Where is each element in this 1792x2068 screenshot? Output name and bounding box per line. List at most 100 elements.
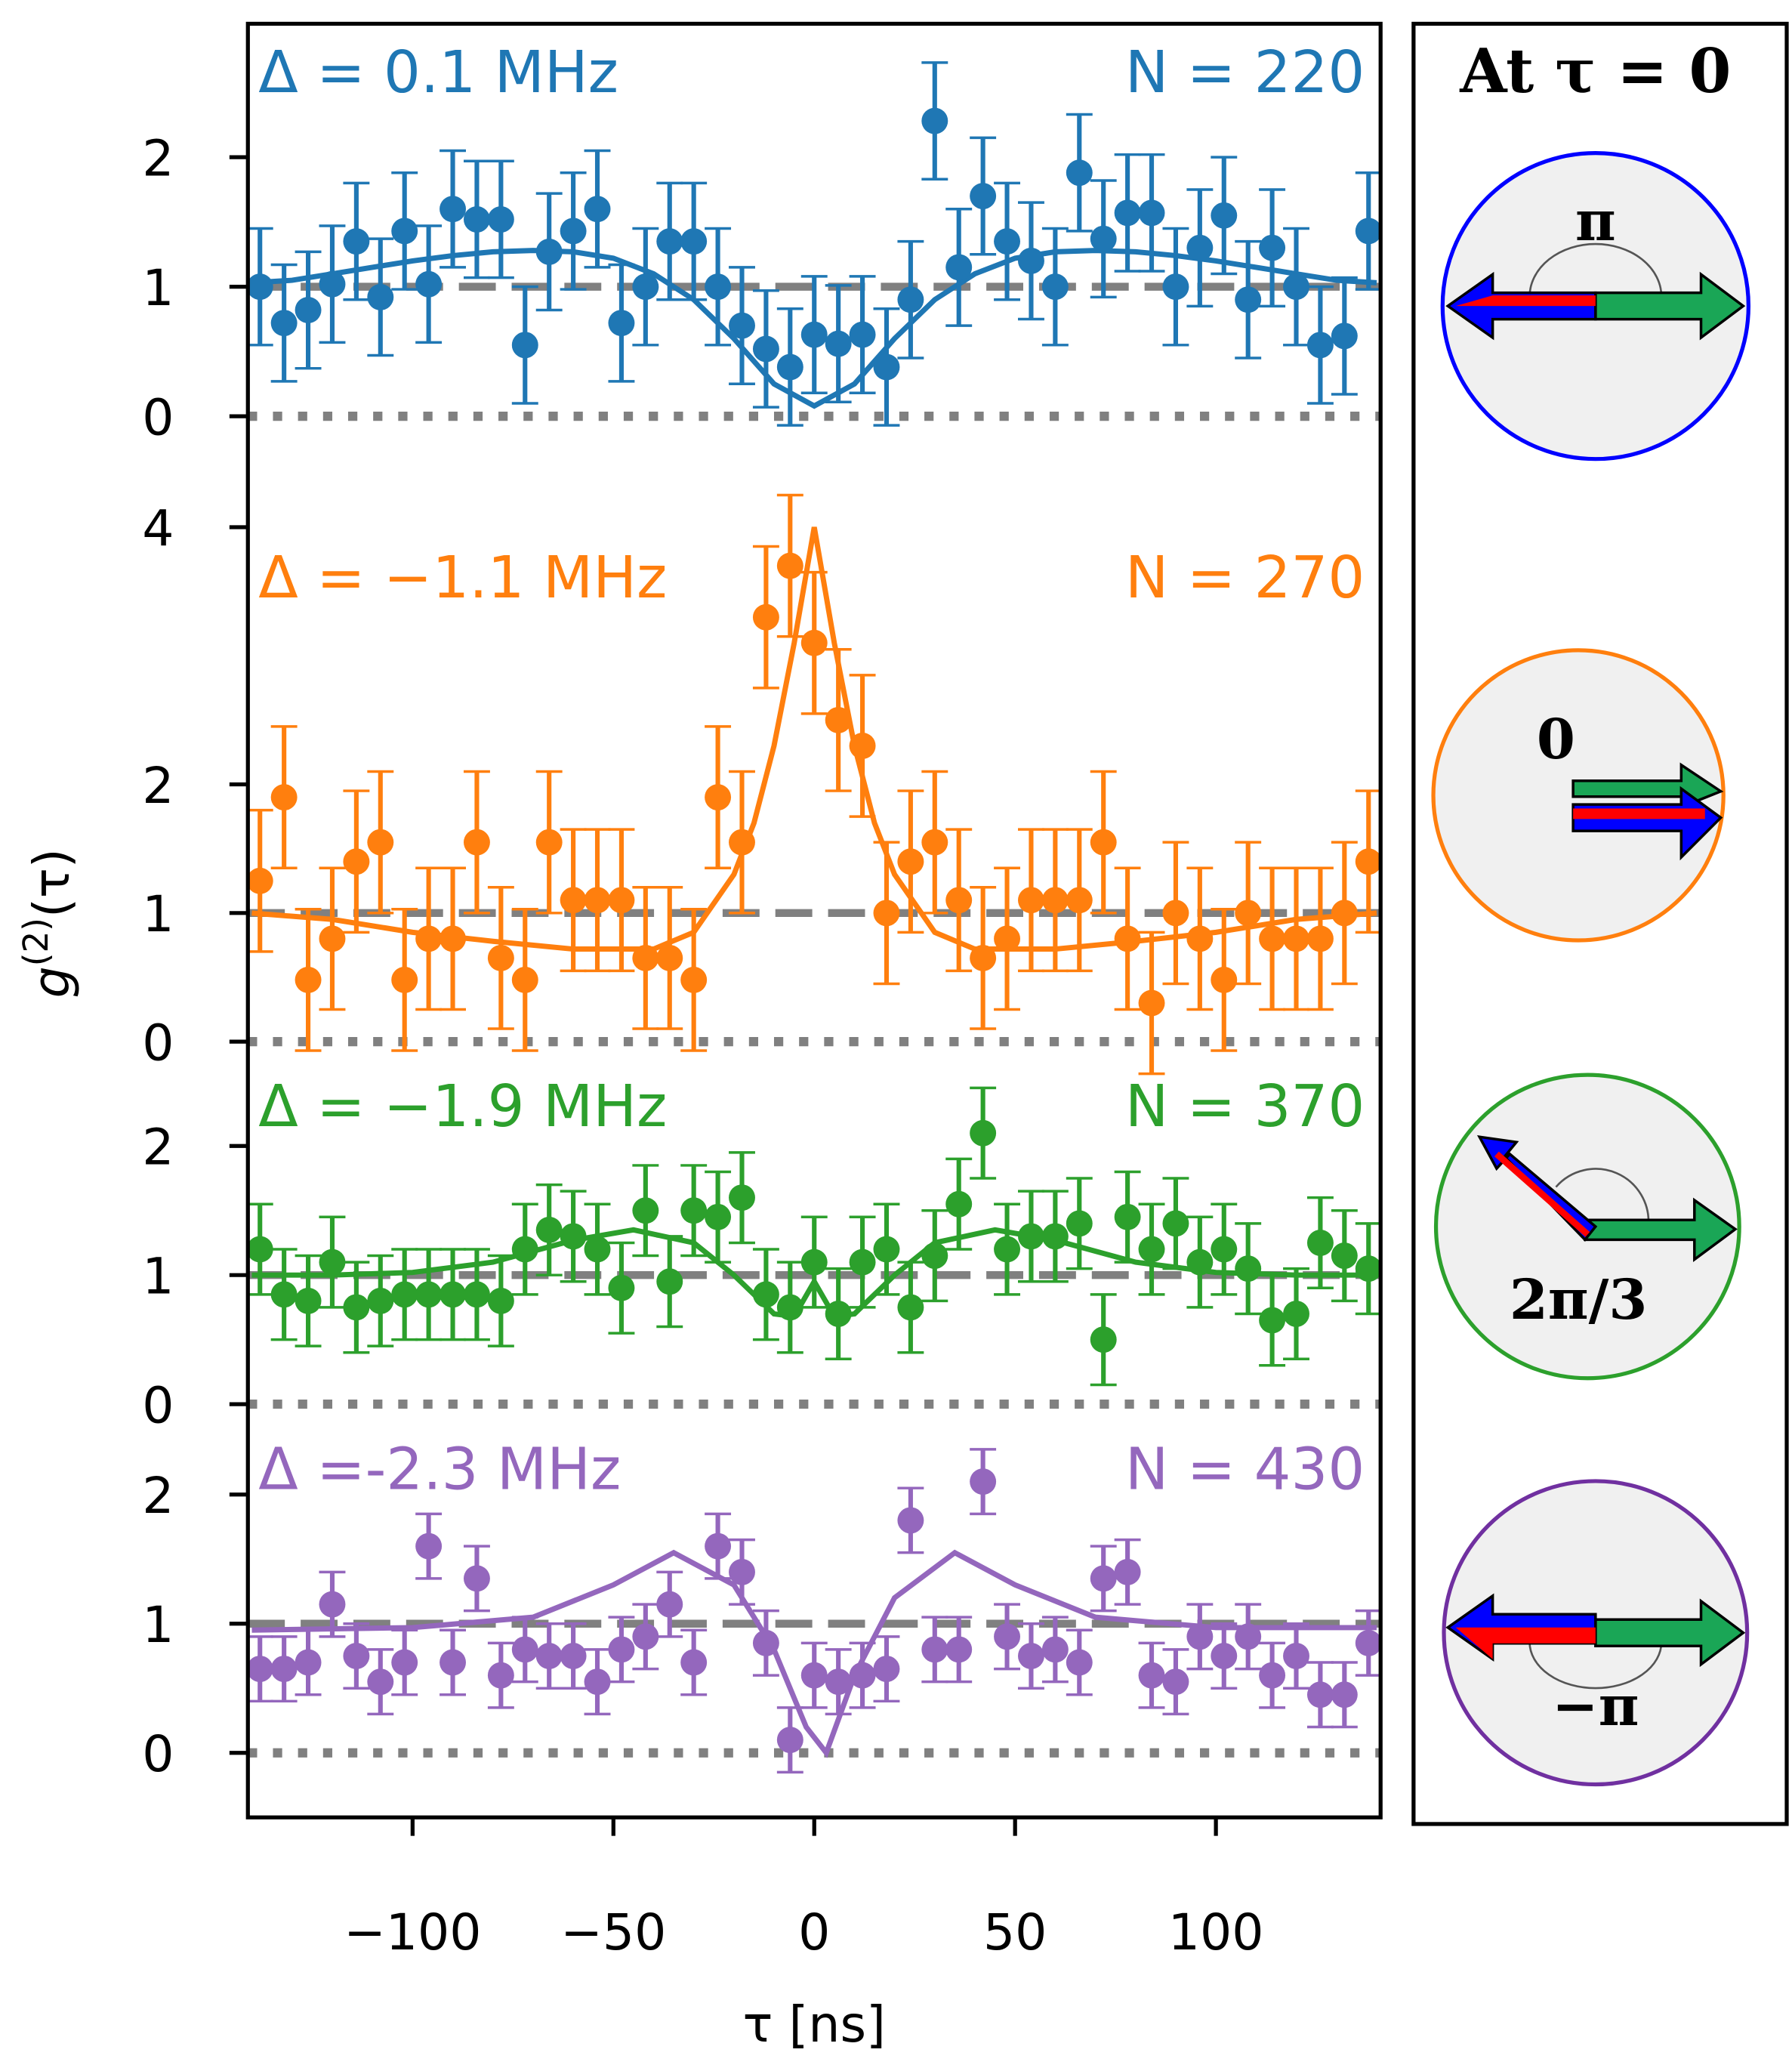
phase-label: 2π/3 bbox=[1510, 1267, 1648, 1332]
y-tick-label: 0 bbox=[142, 388, 174, 447]
data-point bbox=[343, 1643, 370, 1669]
data-point bbox=[1041, 273, 1069, 301]
data-point bbox=[440, 196, 466, 223]
fit-line bbox=[251, 526, 1377, 952]
data-point bbox=[1355, 218, 1381, 245]
data-point bbox=[1138, 1236, 1165, 1263]
data-point bbox=[729, 312, 755, 339]
data-point bbox=[1283, 1643, 1309, 1669]
data-point bbox=[1283, 925, 1309, 952]
data-point bbox=[295, 966, 322, 993]
data-point bbox=[415, 270, 443, 298]
data-point bbox=[752, 603, 779, 631]
data-point bbox=[1017, 1223, 1044, 1250]
data-point bbox=[1138, 1662, 1165, 1689]
data-point bbox=[994, 1623, 1021, 1650]
data-point bbox=[511, 332, 538, 359]
data-point bbox=[705, 1203, 732, 1230]
data-point bbox=[705, 784, 732, 811]
y-label-base: g bbox=[22, 966, 81, 998]
data-point bbox=[487, 1662, 514, 1689]
data-point bbox=[1235, 900, 1262, 927]
data-point bbox=[1090, 225, 1117, 252]
data-point bbox=[897, 1507, 924, 1534]
data-point bbox=[391, 218, 418, 245]
data-point bbox=[1211, 202, 1238, 229]
data-point bbox=[1306, 925, 1334, 952]
data-point bbox=[656, 944, 683, 971]
data-point bbox=[1090, 1565, 1117, 1592]
data-point bbox=[1090, 829, 1117, 856]
data-point bbox=[873, 900, 900, 927]
data-point bbox=[921, 1636, 948, 1663]
data-point bbox=[463, 1565, 490, 1592]
annotation-right: N = 430 bbox=[1125, 1436, 1365, 1503]
y-tick-label: 1 bbox=[142, 1595, 174, 1654]
data-point bbox=[825, 706, 852, 733]
data-point bbox=[1186, 1249, 1214, 1276]
data-point bbox=[560, 1223, 587, 1250]
data-point bbox=[319, 1249, 346, 1276]
data-point bbox=[1114, 1558, 1141, 1585]
data-point bbox=[415, 1532, 443, 1560]
y-axis-label: g(2)(τ) bbox=[16, 848, 81, 998]
annotation-right: N = 220 bbox=[1125, 39, 1365, 106]
data-point bbox=[1066, 1649, 1093, 1676]
fit-line bbox=[251, 1549, 1377, 1758]
y-tick-label: 1 bbox=[142, 258, 174, 317]
y-tick-label: 1 bbox=[142, 1247, 174, 1306]
annotation-left: Δ = −1.9 MHz bbox=[258, 1073, 667, 1140]
data-point bbox=[849, 321, 876, 348]
data-point bbox=[1138, 199, 1165, 227]
data-point bbox=[1259, 1307, 1286, 1334]
data-point bbox=[994, 228, 1021, 255]
axes: 0 1 2 Δ = 0.1 MHz N = 220 0 1 2 4 Δ = −1.1 MHz N =… bbox=[142, 39, 1365, 2054]
data-point bbox=[1017, 887, 1044, 914]
data-point bbox=[1331, 1242, 1358, 1270]
data-point bbox=[729, 1558, 755, 1585]
data-point bbox=[1211, 1643, 1238, 1669]
data-point bbox=[945, 1190, 973, 1218]
data-point bbox=[560, 1643, 587, 1669]
arrow-green bbox=[1594, 271, 1746, 341]
data-point bbox=[415, 925, 443, 952]
data-point bbox=[705, 1532, 732, 1560]
x-axis-label: τ [ns] bbox=[743, 1995, 886, 2054]
data-point bbox=[1090, 1326, 1117, 1353]
data-point bbox=[463, 1281, 490, 1308]
data-point bbox=[1235, 286, 1262, 313]
data-point bbox=[1306, 1681, 1334, 1708]
data-point bbox=[752, 1281, 779, 1308]
data-point bbox=[776, 1727, 803, 1754]
data-point bbox=[367, 1287, 394, 1314]
data-point bbox=[970, 944, 997, 971]
x-tick-label: 100 bbox=[1168, 1903, 1264, 1962]
data-point bbox=[921, 107, 948, 134]
data-point bbox=[849, 733, 876, 759]
data-point bbox=[776, 1294, 803, 1321]
data-point bbox=[1186, 925, 1214, 952]
data-point bbox=[584, 196, 611, 223]
data-point bbox=[270, 1281, 298, 1308]
data-point bbox=[511, 966, 538, 993]
data-point bbox=[560, 218, 587, 245]
data-point bbox=[487, 205, 514, 233]
arrow-red bbox=[1494, 1151, 1590, 1237]
y-tick-label: 1 bbox=[142, 884, 174, 943]
phase-label: π bbox=[1575, 189, 1616, 254]
data-point bbox=[1331, 900, 1358, 927]
data-point bbox=[535, 1643, 563, 1669]
data-point bbox=[1066, 1210, 1093, 1237]
data-point bbox=[921, 1242, 948, 1270]
y-tick-label: 0 bbox=[142, 1376, 174, 1435]
data-point bbox=[1211, 1236, 1238, 1263]
data-point bbox=[463, 205, 490, 233]
data-point bbox=[800, 1249, 828, 1276]
data-point bbox=[270, 1656, 298, 1683]
data-point bbox=[921, 829, 948, 856]
data-point bbox=[897, 1294, 924, 1321]
data-point bbox=[319, 270, 346, 298]
data-point bbox=[970, 183, 997, 210]
arrow-blue bbox=[1571, 786, 1723, 861]
